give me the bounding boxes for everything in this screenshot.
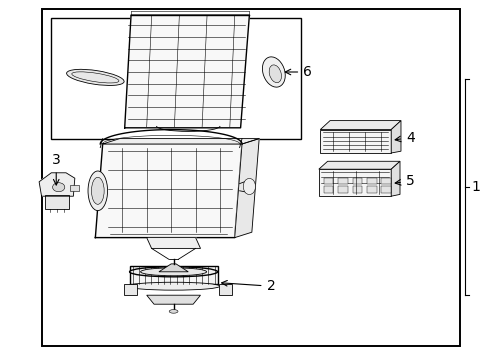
Bar [129, 266, 217, 284]
Bar [123, 284, 137, 295]
Ellipse shape [91, 177, 104, 204]
Polygon shape [159, 264, 188, 272]
Text: 2: 2 [221, 279, 275, 293]
Text: 5: 5 [394, 174, 414, 188]
Bar [51, 18, 300, 139]
Polygon shape [320, 121, 400, 130]
Polygon shape [146, 295, 200, 304]
Ellipse shape [262, 57, 285, 87]
Polygon shape [95, 144, 242, 238]
Bar [323, 177, 333, 184]
Bar [381, 186, 390, 193]
Bar [318, 169, 390, 196]
Bar [323, 186, 333, 193]
Text: 1: 1 [471, 180, 480, 194]
Polygon shape [390, 161, 399, 196]
Bar [381, 177, 390, 184]
Bar [320, 130, 390, 153]
Bar [338, 186, 347, 193]
Polygon shape [390, 121, 400, 153]
Ellipse shape [268, 65, 281, 83]
Ellipse shape [53, 183, 65, 192]
Bar [366, 177, 376, 184]
Bar [352, 177, 362, 184]
Polygon shape [39, 173, 75, 196]
Bar [70, 185, 79, 191]
Ellipse shape [66, 69, 124, 85]
Polygon shape [234, 139, 259, 238]
Ellipse shape [141, 268, 206, 276]
Ellipse shape [127, 282, 219, 290]
Polygon shape [318, 161, 399, 169]
Ellipse shape [129, 267, 217, 277]
Bar [352, 186, 362, 193]
Bar [366, 186, 376, 193]
Bar [41, 9, 459, 346]
Polygon shape [146, 238, 200, 248]
Bar [338, 177, 347, 184]
Bar [45, 195, 69, 209]
Text: 6: 6 [285, 65, 311, 79]
Polygon shape [102, 139, 259, 144]
Ellipse shape [243, 179, 255, 194]
Polygon shape [124, 15, 249, 128]
Bar [218, 284, 232, 295]
Text: 4: 4 [394, 131, 414, 144]
Text: 3: 3 [52, 153, 61, 185]
Ellipse shape [169, 310, 178, 313]
Ellipse shape [88, 171, 107, 211]
